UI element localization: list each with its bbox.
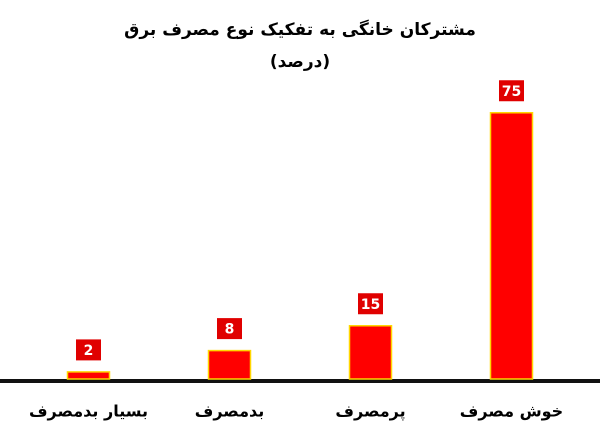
bar [66, 371, 111, 380]
x-tick-label: بسیار بدمصرف [29, 402, 148, 421]
value-label: 75 [502, 84, 521, 100]
x-tick-label: خوش مصرف [460, 402, 563, 421]
bar [489, 112, 534, 380]
value-label-box [357, 292, 384, 316]
value-label-box [216, 317, 243, 341]
x-tick-label: بدمصرف [195, 402, 264, 421]
value-label-box [75, 338, 102, 362]
value-label: 2 [84, 343, 94, 359]
x-tick-label: پرمصرف [335, 402, 405, 422]
chart-title: مشترکان خانگی به تفکیک نوع مصرف برق [124, 19, 476, 40]
value-label: 15 [361, 297, 380, 313]
bar [348, 325, 393, 380]
chart-subtitle: (درصد) [270, 52, 330, 72]
value-label: 8 [225, 322, 235, 338]
bar [207, 349, 252, 380]
value-label-box [498, 79, 525, 103]
